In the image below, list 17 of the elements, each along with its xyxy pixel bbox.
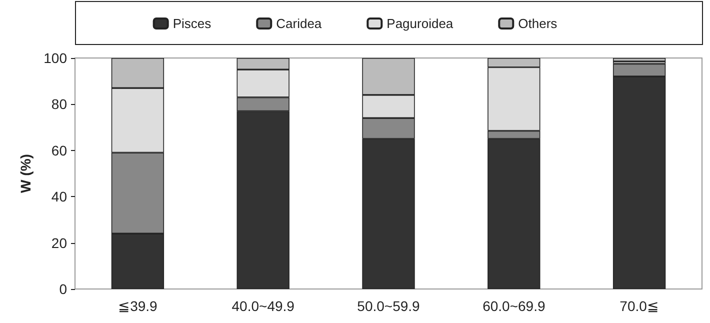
y-axis-title: W (%) [18, 154, 34, 193]
x-tick-label: ≦39.9 [118, 298, 158, 314]
legend-label: Others [518, 16, 558, 31]
x-tick-label: 60.0~69.9 [482, 298, 546, 314]
x-tick-label: 50.0~59.9 [357, 298, 420, 314]
y-tick-label: 40 [51, 188, 68, 205]
legend-label: Paguroidea [386, 16, 454, 31]
y-tick-label: 60 [51, 142, 68, 158]
legend-label: Pisces [172, 16, 212, 31]
y-tick-label: 100 [44, 50, 68, 66]
y-tick-label: 80 [51, 96, 68, 112]
bar [612, 58, 666, 62]
y-tick-label: 20 [51, 234, 68, 251]
legend-label: Caridea [276, 16, 322, 31]
x-tick-label: 40.0~49.9 [232, 298, 295, 314]
y-tick-label: 0 [59, 281, 68, 297]
x-tick-label: 70.0≦ [620, 298, 659, 314]
